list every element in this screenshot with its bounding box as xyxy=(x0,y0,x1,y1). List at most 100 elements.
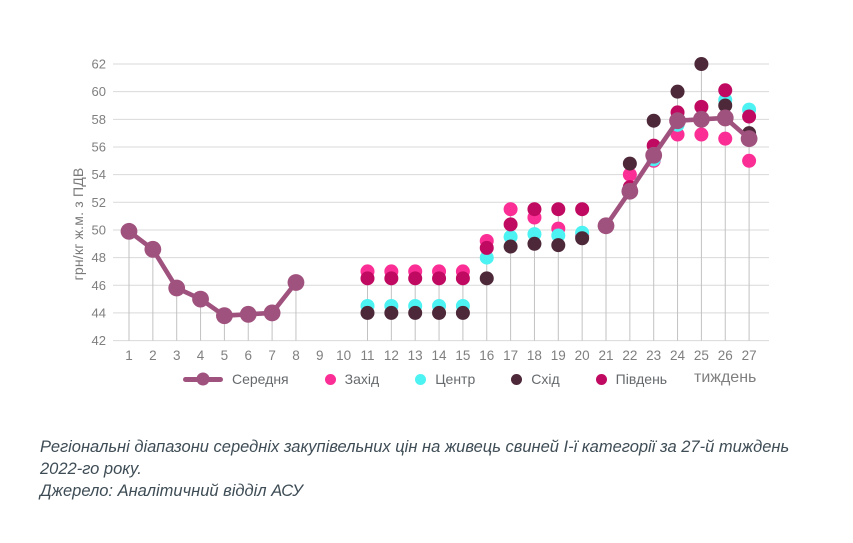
chart-caption: Регіональні діапазони середніх закупівел… xyxy=(40,437,820,502)
svg-text:42: 42 xyxy=(92,333,106,348)
svg-text:5: 5 xyxy=(221,348,229,363)
svg-text:27: 27 xyxy=(742,348,757,363)
svg-text:7: 7 xyxy=(268,348,276,363)
point-serednya xyxy=(597,217,615,235)
x-axis-ticks: 1 2 3 4 5 6 7 8 9 10 11 12 13 14 15 16 17 18 19 20 21 22 23 24 2… xyxy=(125,348,756,363)
point-serednya xyxy=(168,279,186,297)
svg-text:9: 9 xyxy=(316,348,324,363)
point-skhid xyxy=(503,239,518,254)
svg-text:24: 24 xyxy=(670,348,686,363)
svg-text:15: 15 xyxy=(455,348,470,363)
svg-text:10: 10 xyxy=(336,348,351,363)
point-serednya xyxy=(263,304,281,322)
point-skhid xyxy=(384,305,399,320)
svg-text:17: 17 xyxy=(503,348,518,363)
svg-text:23: 23 xyxy=(646,348,661,363)
point-skhid xyxy=(694,57,709,71)
point-serednya xyxy=(216,307,233,325)
series-pivden xyxy=(360,83,757,286)
svg-text:26: 26 xyxy=(718,348,733,363)
point-skhid xyxy=(479,271,494,286)
series-serednya xyxy=(120,109,758,325)
point-tsentr xyxy=(527,227,542,242)
point-tsentr xyxy=(551,228,566,243)
point-skhid xyxy=(646,113,661,128)
legend-marker-pivden-icon xyxy=(595,373,607,385)
svg-text:58: 58 xyxy=(92,112,106,127)
svg-text:48: 48 xyxy=(92,250,106,265)
point-serednya xyxy=(120,222,138,240)
svg-text:56: 56 xyxy=(92,139,106,154)
point-pivden xyxy=(384,271,399,286)
svg-text:13: 13 xyxy=(408,348,423,363)
svg-text:2: 2 xyxy=(149,348,157,363)
svg-text:44: 44 xyxy=(92,305,106,320)
point-serednya xyxy=(740,130,758,148)
point-skhid xyxy=(360,305,375,320)
chart-legend: Середня Захід Центр Схід Південь xyxy=(183,371,667,387)
point-pivden xyxy=(408,271,423,286)
svg-text:6: 6 xyxy=(244,348,252,363)
legend-item-serednya: Середня xyxy=(183,371,289,387)
svg-text:62: 62 xyxy=(92,57,106,72)
point-serednya xyxy=(693,110,710,128)
point-serednya xyxy=(287,274,305,291)
x-axis-title: тиждень xyxy=(694,369,757,386)
point-zakhid xyxy=(622,167,637,182)
point-pivden xyxy=(360,271,375,286)
point-pivden xyxy=(742,109,757,124)
svg-text:12: 12 xyxy=(384,348,399,363)
gridlines xyxy=(113,63,769,342)
legend-item-zakhid: Захід xyxy=(324,371,380,387)
svg-text:25: 25 xyxy=(694,348,709,363)
svg-text:11: 11 xyxy=(360,348,374,363)
svg-text:8: 8 xyxy=(292,348,300,363)
caption-line-1: Регіональні діапазони середніх закупівел… xyxy=(40,438,790,456)
svg-text:4: 4 xyxy=(197,348,205,363)
point-zakhid xyxy=(718,131,733,146)
y-axis-title: грн/кг ж.м. з ПДВ xyxy=(70,167,86,281)
point-skhid xyxy=(527,236,542,251)
point-skhid xyxy=(575,231,590,246)
svg-text:20: 20 xyxy=(575,348,590,363)
svg-text:54: 54 xyxy=(92,167,106,182)
legend-marker-skhid-icon xyxy=(511,373,523,385)
point-pivden xyxy=(479,240,494,255)
point-tsentr xyxy=(479,250,494,265)
legend-item-skhid: Схід xyxy=(511,371,560,387)
svg-text:21: 21 xyxy=(598,348,613,363)
legend-label-serednya: Середня xyxy=(232,371,289,387)
legend-marker-tsentr-icon xyxy=(415,373,427,385)
point-serednya xyxy=(669,112,686,130)
svg-text:3: 3 xyxy=(173,348,181,363)
svg-text:1: 1 xyxy=(125,348,133,363)
legend-marker-zakhid-icon xyxy=(324,373,336,385)
point-skhid xyxy=(718,98,733,113)
point-pivden xyxy=(503,217,518,232)
point-pivden xyxy=(575,202,590,217)
point-pivden xyxy=(718,83,733,98)
legend-item-pivden: Південь xyxy=(595,371,668,387)
legend-item-tsentr: Центр xyxy=(415,371,475,387)
point-skhid xyxy=(551,238,566,253)
point-serednya xyxy=(716,109,734,127)
legend-label-zakhid: Захід xyxy=(344,371,380,387)
point-skhid xyxy=(432,305,447,320)
point-zakhid xyxy=(694,127,709,142)
point-pivden xyxy=(551,202,566,217)
svg-text:46: 46 xyxy=(92,278,106,293)
svg-text:18: 18 xyxy=(527,348,542,363)
point-zakhid xyxy=(670,127,685,142)
point-zakhid xyxy=(503,202,518,217)
legend-marker-serednya-icon xyxy=(183,372,223,386)
y-axis-ticks: 42 44 46 48 50 52 54 56 58 60 62 xyxy=(92,57,106,349)
point-tsentr xyxy=(503,229,518,244)
point-serednya xyxy=(192,290,209,308)
caption-source: Джерело: Аналітичний відділ АСУ xyxy=(40,481,303,500)
point-pivden xyxy=(455,271,470,286)
legend-label-pivden: Південь xyxy=(615,371,668,387)
point-serednya xyxy=(239,305,257,323)
point-pivden xyxy=(432,271,447,286)
